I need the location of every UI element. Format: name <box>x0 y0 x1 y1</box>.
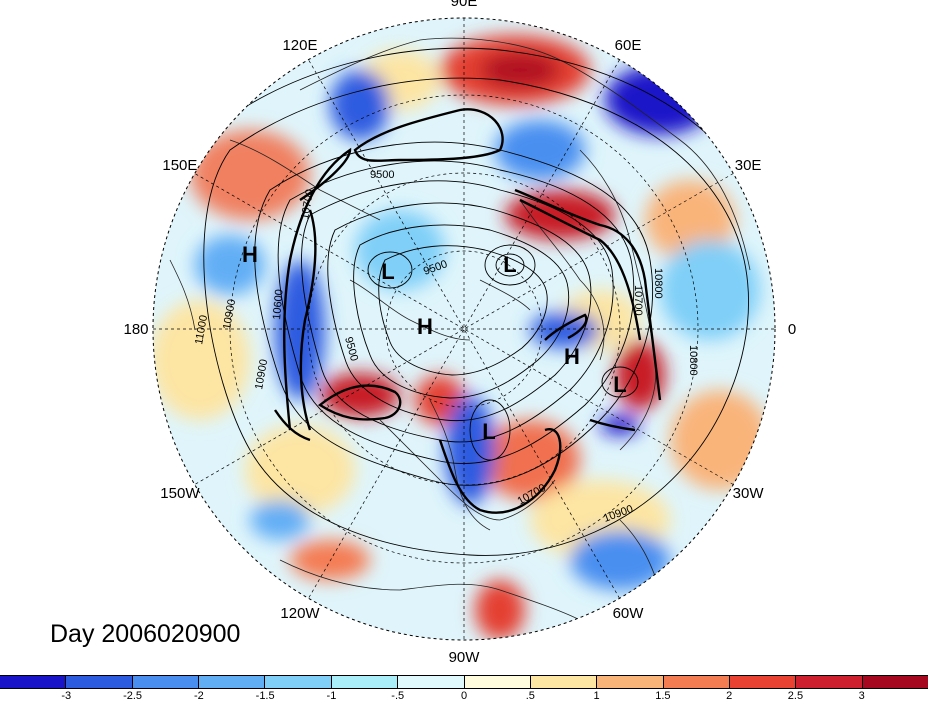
colorbar-segment <box>729 676 797 688</box>
contour-label: 10700 <box>299 188 316 220</box>
colorbar-tick-label: 1.5 <box>655 690 671 702</box>
pressure-center-label: H <box>417 314 433 339</box>
colorbar-tick-label: 2.5 <box>787 690 804 702</box>
longitude-label: 60E <box>615 37 642 54</box>
longitude-label: 0 <box>788 321 796 338</box>
colorbar-tick-label: 1 <box>593 690 600 702</box>
contour-label: 11000 <box>193 314 210 345</box>
longitude-label: 180 <box>123 321 148 338</box>
colorbar-tick-label: -2.5 <box>123 690 143 702</box>
colorbar-segment <box>265 676 332 688</box>
colorbar-segment <box>132 676 200 688</box>
anomaly-field <box>153 18 775 640</box>
contour-label: 10900 <box>221 298 238 330</box>
colorbar-segment <box>199 676 266 688</box>
colorbar-segment <box>331 676 399 688</box>
contour-label: 10600 <box>271 289 286 321</box>
pressure-center-label: L <box>482 419 495 444</box>
pressure-center-label: L <box>503 252 516 277</box>
longitude-label: 30W <box>733 485 765 502</box>
contour-label: 10700 <box>632 285 644 316</box>
longitude-label: 150E <box>162 157 197 174</box>
colorbar-segment <box>597 676 664 688</box>
pressure-center-label: L <box>613 372 626 397</box>
longitude-label: 90E <box>451 0 478 10</box>
contour-label: 10900 <box>253 358 270 390</box>
longitude-label: 60W <box>613 605 645 622</box>
longitude-label: 90W <box>449 649 481 666</box>
colorbar-tick-label: -2 <box>193 690 204 702</box>
graticule <box>153 18 775 640</box>
map-border <box>152 17 776 641</box>
contour-label: 9500 <box>370 169 394 181</box>
pressure-center-label: H <box>242 242 258 267</box>
contour-label: 10800 <box>652 268 664 299</box>
colorbar-tick-label: .5 <box>525 690 535 702</box>
colorbar-segment <box>0 676 67 688</box>
colorbar-segment <box>66 676 133 688</box>
colorbar-tick-label: -.5 <box>391 690 405 702</box>
colorbar-tick-label: -1.5 <box>255 690 275 702</box>
longitude-label: 120W <box>280 605 320 622</box>
pressure-center-label: H <box>564 344 580 369</box>
contour-label: 10800 <box>687 345 699 376</box>
colorbar-segment <box>398 676 465 688</box>
colorbar-tick-label: -3 <box>61 690 72 702</box>
colorbar-tick-label: 0 <box>460 690 468 702</box>
colorbar <box>0 675 928 689</box>
jet-contours <box>274 108 662 514</box>
longitude-label: 150W <box>160 485 200 502</box>
colorbar-tick-label: 2 <box>726 690 733 702</box>
colorbar-segment <box>464 676 531 688</box>
longitude-label: 30E <box>735 157 762 174</box>
pressure-center-label: L <box>381 259 394 284</box>
colorbar-segment <box>862 676 928 688</box>
colorbar-tick-label: 3 <box>858 690 865 702</box>
colorbar-tick-label: -1 <box>326 690 337 702</box>
colorbar-segment <box>796 676 863 688</box>
colorbar-segment <box>530 676 598 688</box>
longitude-labels: 90E 60E 30E 0 30W 60W 90W 120W 150W 180 150E 120E <box>123 0 796 666</box>
colorbar-tick-labels: -3 -2.5 -2 -1.5 -1 -.5 0 .5 1 1.5 2 2.5 3 <box>0 690 928 702</box>
pressure-centers: H L L H H L L <box>242 242 627 444</box>
longitude-label: 120E <box>282 37 317 54</box>
colorbar-segment <box>663 676 730 688</box>
day-label: Day 2006020900 <box>50 620 241 648</box>
